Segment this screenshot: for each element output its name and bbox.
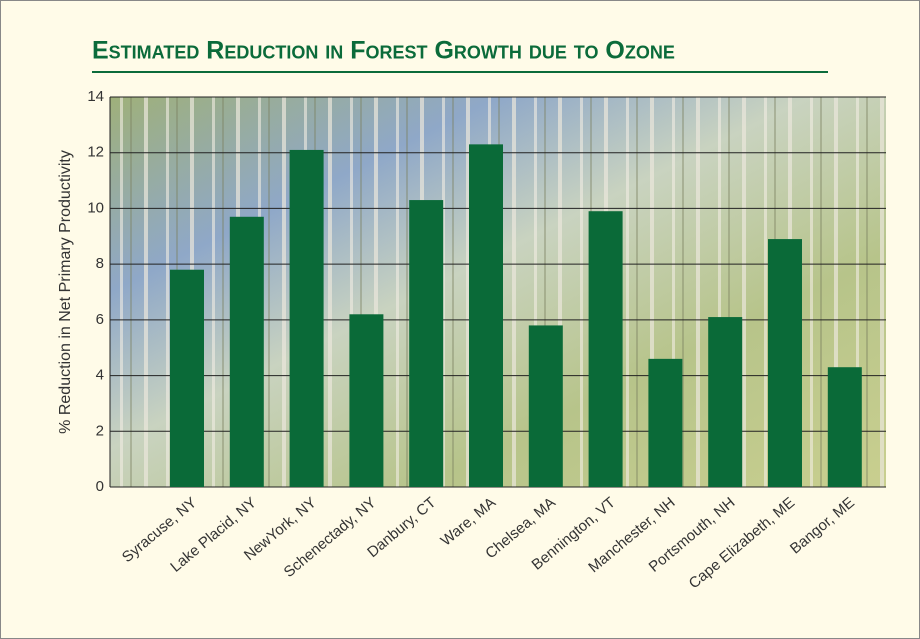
y-tick-label: 4 bbox=[96, 367, 104, 384]
bar bbox=[349, 314, 384, 487]
bar bbox=[708, 317, 743, 487]
bar bbox=[827, 367, 862, 487]
y-tick-label: 2 bbox=[96, 422, 104, 439]
y-tick-label: 10 bbox=[87, 199, 104, 216]
y-tick-label: 14 bbox=[87, 88, 104, 105]
y-tick-label: 12 bbox=[87, 144, 104, 161]
bar bbox=[648, 358, 683, 487]
bar bbox=[528, 325, 563, 487]
bar bbox=[289, 149, 324, 487]
y-axis-label: % Reduction in Net Primary Productivity bbox=[57, 150, 74, 434]
chart-title: Estimated Reduction in Forest Growth due… bbox=[92, 37, 675, 65]
bar bbox=[469, 144, 503, 487]
y-tick-label: 6 bbox=[96, 311, 104, 328]
bar bbox=[768, 239, 802, 487]
y-tick-label: 8 bbox=[96, 255, 104, 272]
bar bbox=[588, 211, 623, 487]
bar bbox=[409, 200, 444, 488]
bar bbox=[170, 269, 204, 487]
bar bbox=[229, 216, 264, 488]
y-tick-label: 0 bbox=[96, 478, 104, 495]
